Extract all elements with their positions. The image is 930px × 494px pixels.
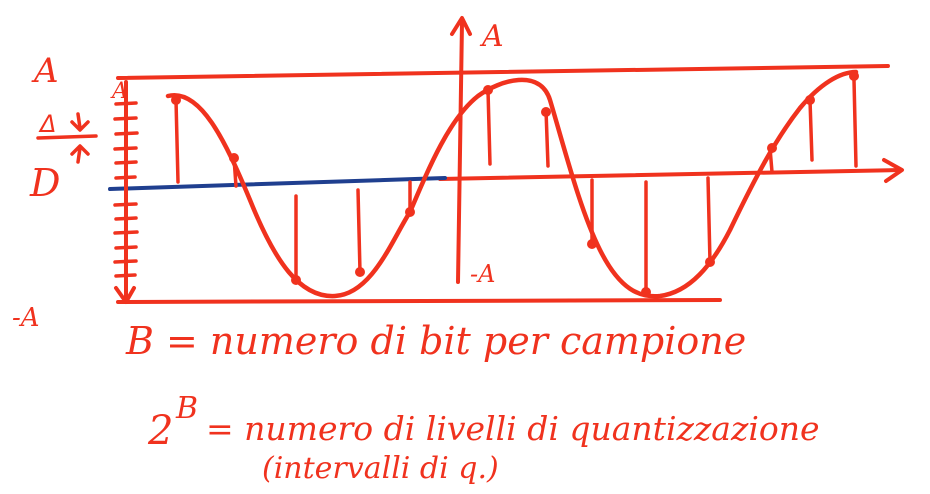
note-quantization-intervals: (intervalli di q.) <box>262 451 499 486</box>
time-axis <box>438 168 902 181</box>
sample-point <box>405 207 415 217</box>
label-a-axis: A <box>479 19 504 54</box>
sample-point <box>767 143 777 153</box>
delta-arrow-up <box>70 144 90 164</box>
label-minus-a-left: -A <box>12 303 40 333</box>
note-quantization-levels: = numero di livelli di quantizzazione <box>206 409 820 448</box>
sample-point <box>641 287 651 297</box>
sample-point <box>229 153 239 163</box>
sample-point <box>171 95 181 105</box>
amplitude-axis <box>456 20 464 284</box>
note-power-exponent: B <box>175 391 198 426</box>
label-minus-a-axis: -A <box>470 260 495 288</box>
label-delta-bottom: D <box>29 161 60 205</box>
label-a-top-mark: A <box>110 79 128 104</box>
baseline-blue <box>108 176 447 191</box>
scale-arrowhead-bottom <box>114 286 136 304</box>
upper-amplitude-line <box>116 64 890 80</box>
amplitude-axis-arrowhead <box>450 16 472 36</box>
sample-point <box>587 239 597 249</box>
note-bits-per-sample: B = numero di bit per campione <box>125 319 746 363</box>
label-delta-top: Δ <box>38 110 56 138</box>
sample-point <box>849 71 859 81</box>
sample-point <box>805 95 815 105</box>
note-power-base: 2 <box>147 408 173 454</box>
lower-amplitude-line <box>116 298 722 304</box>
sample-point <box>355 267 365 277</box>
sample-point <box>483 85 493 95</box>
label-a-left: A <box>31 51 59 91</box>
sample-point <box>705 257 715 267</box>
quantization-ticks <box>113 101 139 278</box>
sine-waveform <box>165 69 859 299</box>
delta-fraction-bar <box>36 134 98 140</box>
time-axis-arrowhead <box>882 158 904 183</box>
sample-point <box>291 275 301 285</box>
delta-arrow-down <box>70 112 90 132</box>
sample-point <box>541 107 551 117</box>
sample-points <box>171 71 859 297</box>
